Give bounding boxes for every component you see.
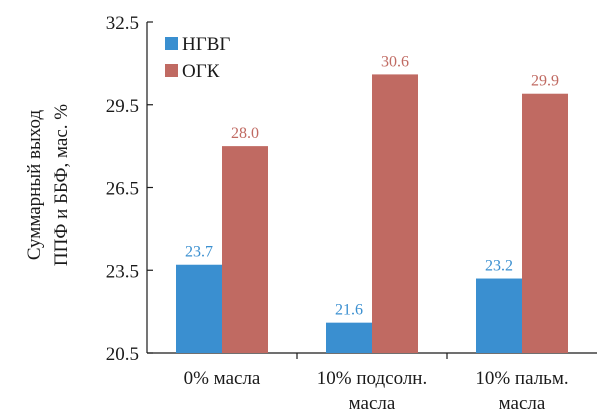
x-category-label: масла [349,393,396,414]
x-category-label: масла [499,393,546,414]
legend-item-label: НГВГ [182,34,230,55]
legend-item-label: ОГК [182,61,220,82]
bar [326,322,372,353]
y-tick-label: 20.5 [106,344,139,365]
bar-value-label: 21.6 [335,302,363,319]
y-axis-label-line-2: ППФ и ББФ, мас. % [51,104,72,266]
legend-swatch [165,64,178,77]
legend: НГВГ ОГК [165,34,230,82]
y-tick-label: 23.5 [106,261,139,282]
y-tick-label: 29.5 [106,96,139,117]
y-axis-label-line-1: Суммарный выход [24,110,45,261]
bar-value-label: 23.7 [185,244,213,261]
bar [176,264,222,353]
bar-value-label: 30.6 [381,53,409,70]
bars: 23.7 21.6 23.2 28.0 30.6 29.9 [176,53,568,354]
bar [372,74,418,354]
y-tick-label: 32.5 [106,13,139,34]
legend-swatch [165,37,178,50]
x-category-label: 0% масла [184,368,261,389]
bar-value-label: 29.9 [531,73,559,90]
bar [476,278,522,353]
x-category-label: 10% подсолн. [317,368,427,389]
y-axis-label: Суммарный выход ППФ и ББФ, мас. % [24,104,72,266]
x-category-label: 10% пальм. [475,368,568,389]
axes: 20.5 23.5 26.5 29.5 32.5 0% масла 10% подсолн.… [106,13,597,414]
y-tick-label: 26.5 [106,179,139,200]
bar-value-label: 28.0 [231,125,259,142]
bar [522,93,568,353]
bar [222,146,268,353]
bar-value-label: 23.2 [485,258,513,275]
